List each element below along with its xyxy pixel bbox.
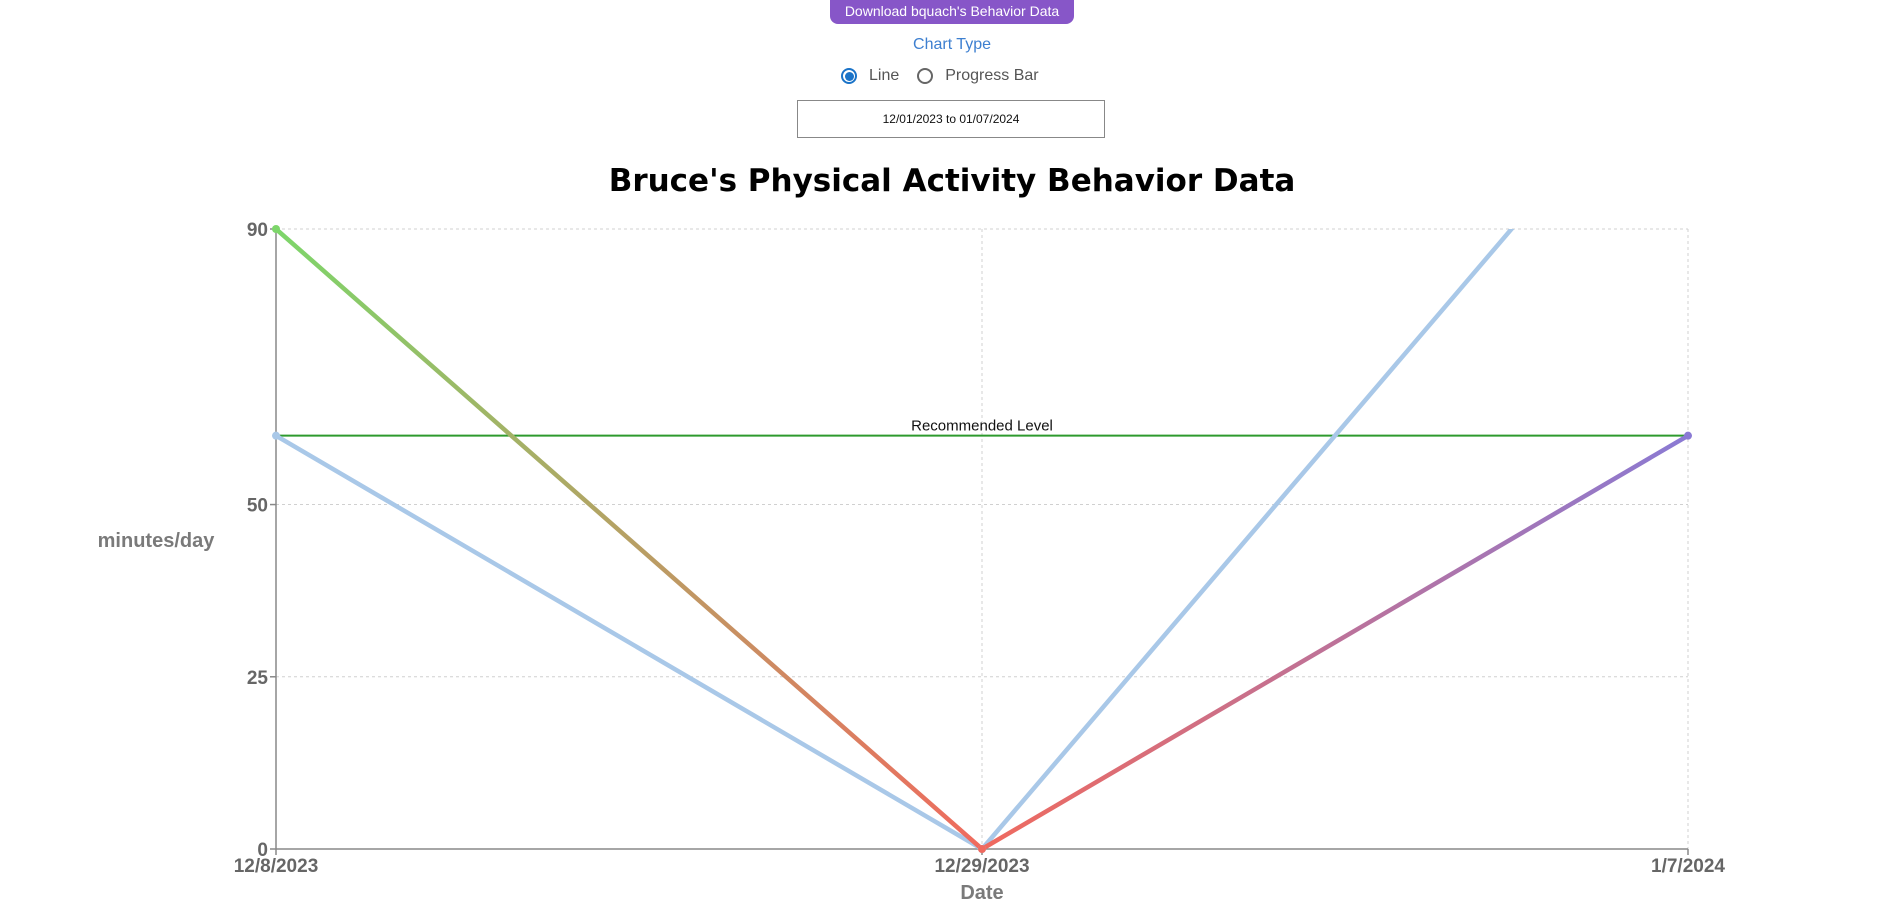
radio-line-selected-icon[interactable]	[841, 68, 857, 84]
series-primary-point	[1684, 431, 1692, 440]
recommended-level-line: Recommended Level	[276, 418, 1688, 437]
y-tick-label: 0	[257, 840, 268, 861]
series-primary-point	[272, 225, 280, 233]
y-axis-label: minutes/day	[98, 530, 216, 552]
y-tick-label: 90	[247, 220, 268, 241]
x-tick-label: 12/8/2023	[234, 856, 319, 877]
chart-ticks: 0 25 50 90 12/8/2023 12/29/2023 1/7/2024	[234, 220, 1726, 877]
series-primary-segment	[979, 433, 1691, 852]
download-behavior-data-button[interactable]: Download bquach's Behavior Data	[830, 0, 1074, 24]
radio-option-line[interactable]: Line	[841, 67, 899, 85]
recommended-level-label: Recommended Level	[911, 418, 1053, 435]
series-primary-point	[978, 845, 986, 853]
x-axis-label: Date	[960, 882, 1003, 904]
series-secondary-point	[272, 431, 280, 440]
radio-option-progress-bar[interactable]: Progress Bar	[917, 67, 1039, 85]
radio-line-label: Line	[869, 67, 900, 84]
chart-title: Bruce's Physical Activity Behavior Data	[609, 163, 1296, 199]
chart-grid	[275, 228, 1689, 850]
x-tick-label: 12/29/2023	[934, 856, 1029, 877]
radio-progress-bar-label: Progress Bar	[945, 67, 1039, 84]
y-tick-label: 25	[247, 668, 269, 689]
y-tick-label: 50	[247, 496, 268, 517]
series-primary-segment	[273, 229, 985, 852]
x-tick-label: 1/7/2024	[1651, 856, 1725, 877]
chart-type-radio-group: Line Progress Bar	[841, 67, 1057, 85]
date-range-picker[interactable]: 12/01/2023 to 01/07/2024	[797, 100, 1105, 138]
radio-progress-bar-icon[interactable]	[917, 68, 934, 84]
chart-type-label: Chart Type	[913, 36, 991, 53]
chart-data-points	[272, 225, 1692, 853]
